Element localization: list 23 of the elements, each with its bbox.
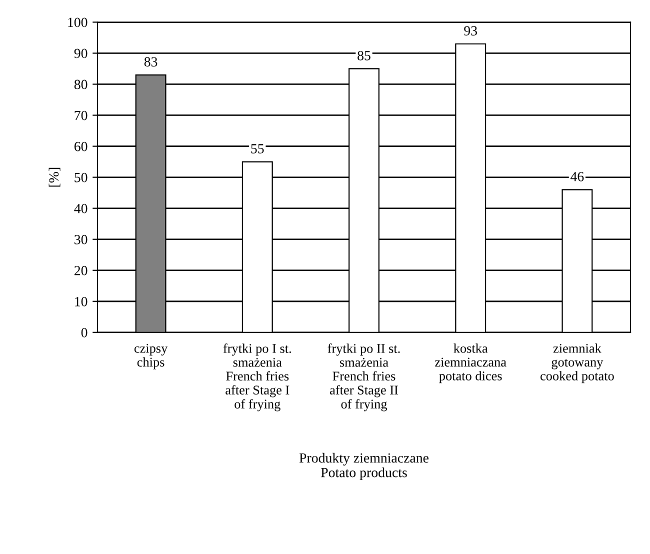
y-tick-label: 100: [68, 18, 88, 28]
y-tick-label: 40: [74, 204, 88, 214]
y-tick-label: 30: [74, 234, 88, 244]
y-tick-label: 0: [81, 328, 88, 338]
data-label: 93: [464, 26, 477, 36]
y-tick-label: 10: [75, 296, 88, 306]
y-axis-title: [%]: [48, 168, 60, 187]
data-label: 85: [358, 50, 370, 60]
data-label: 46: [570, 172, 584, 182]
x-tick-label: ziemniak gotowany cooked potato: [540, 344, 614, 384]
x-tick-label: kostka ziemniaczana potato dices: [435, 344, 506, 384]
y-tick-label: 20: [74, 266, 88, 276]
data-label: 83: [144, 57, 158, 67]
x-axis-title: Produkty ziemniaczane Potato products: [299, 452, 428, 480]
x-tick-label: czipsy chips: [134, 344, 168, 370]
y-tick-label: 50: [74, 172, 88, 182]
y-tick-label: 60: [74, 142, 88, 152]
x-tick-label: frytki po II st. smażenia French fries after Stage II of frying: [328, 344, 400, 412]
y-tick-label: 80: [74, 80, 88, 90]
x-tick-label: frytki po I st. smażenia French fries after Stage I of frying: [223, 344, 291, 412]
data-label: 55: [251, 144, 264, 154]
y-tick-label: 90: [74, 48, 88, 58]
y-tick-label: 70: [74, 110, 88, 120]
